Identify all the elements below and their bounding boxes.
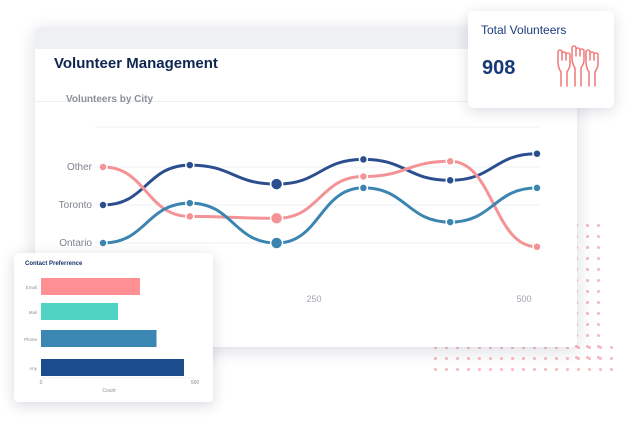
y-tick-label: Ontario	[59, 238, 92, 249]
contact-preference-card: Contact Preferrence Email Mail Phone Any 0 50…	[14, 253, 213, 402]
page-title: Volunteer Management	[54, 55, 218, 72]
x-axis-label: Count	[102, 388, 116, 394]
data-point	[358, 171, 369, 182]
x-tick-label: 500	[191, 380, 200, 386]
x-tick-label: 0	[40, 380, 43, 386]
data-point	[269, 236, 284, 250]
data-point	[185, 198, 195, 208]
line-chart-title: Volunteers by City	[66, 94, 154, 105]
data-point	[445, 156, 455, 167]
category-label: Mail	[29, 310, 37, 315]
data-point	[445, 217, 455, 227]
stat-label: Total Volunteers	[481, 23, 567, 37]
series-line	[102, 159, 538, 249]
series-line	[102, 152, 538, 207]
raised-hands-icon	[557, 45, 599, 87]
data-point	[532, 183, 542, 193]
category-label: Email	[26, 285, 37, 290]
volunteers-by-city-chart: Ontario Toronto Other 250 500	[59, 126, 542, 304]
bar-chart-title: Contact Preferrence	[25, 261, 83, 267]
data-point	[98, 200, 108, 210]
x-tick-label: 500	[516, 294, 531, 304]
data-point	[269, 211, 284, 226]
data-point	[98, 238, 108, 248]
data-point	[98, 162, 108, 172]
data-point	[358, 154, 369, 165]
stat-value: 908	[482, 57, 516, 79]
bar	[41, 278, 140, 295]
decorative-dots	[575, 224, 600, 359]
y-tick-label: Other	[67, 162, 93, 173]
bar	[41, 359, 184, 376]
series-line	[102, 186, 538, 245]
data-point	[185, 211, 195, 222]
data-point	[358, 183, 369, 193]
data-point	[532, 242, 542, 252]
data-point	[532, 148, 542, 159]
data-point	[185, 160, 195, 170]
y-tick-label: Toronto	[59, 200, 93, 211]
bar	[41, 330, 157, 347]
bar	[41, 303, 118, 320]
card-header	[35, 49, 577, 102]
data-point	[445, 175, 455, 186]
category-label: Any	[29, 366, 38, 371]
x-tick-label: 250	[306, 294, 321, 304]
total-volunteers-card: Total Volunteers 908	[468, 11, 614, 108]
decorative-dots	[434, 346, 613, 371]
contact-preference-chart: Email Mail Phone Any 0 500 Count	[24, 278, 200, 394]
window-top-bar	[35, 27, 577, 49]
category-label: Phone	[24, 337, 38, 342]
data-point	[269, 177, 284, 191]
